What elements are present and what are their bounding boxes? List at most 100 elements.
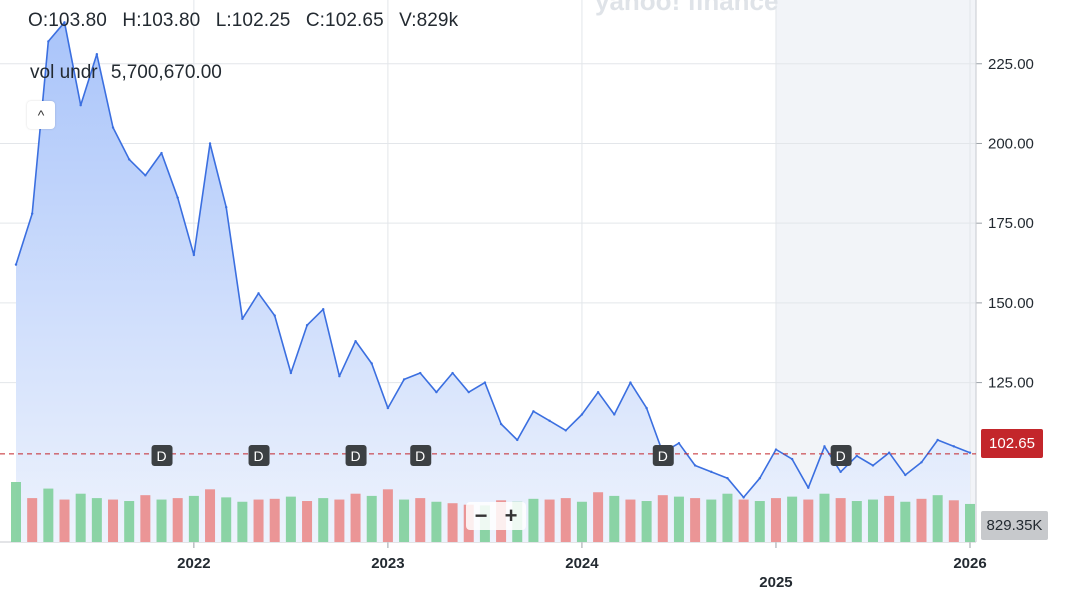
volume-bar	[350, 493, 361, 542]
volume-bar	[108, 499, 119, 542]
volume-bar	[609, 495, 620, 542]
volume-bar	[366, 495, 377, 542]
volume-bar	[334, 499, 345, 542]
price-point	[710, 470, 713, 474]
volume-underlay-readout: vol undr 5,700,670.00	[30, 62, 230, 84]
price-point	[225, 206, 228, 209]
price-point	[677, 441, 681, 445]
dividend-marker-label: D	[658, 448, 668, 464]
volume-bar	[690, 498, 701, 542]
price-point	[144, 174, 147, 177]
y-tick-label: 225.00	[988, 56, 1034, 73]
zoom-out-button[interactable]: −	[474, 503, 488, 528]
volume-underlay-value: 5,700,670.00	[110, 62, 222, 83]
volume-bar	[285, 496, 296, 542]
x-tick-label: 2022	[177, 555, 210, 572]
volume-bar	[253, 499, 264, 542]
open-value: O:103.80	[28, 10, 107, 31]
volume-bar	[382, 489, 393, 542]
price-point	[548, 419, 551, 423]
price-point	[920, 461, 923, 464]
price-point	[338, 375, 341, 378]
price-point	[370, 362, 373, 365]
dividend-marker-label: D	[156, 448, 166, 464]
price-point	[839, 470, 842, 474]
y-tick-label: 125.00	[988, 375, 1034, 392]
volume-value: V:829k	[399, 10, 459, 31]
price-point	[127, 158, 131, 161]
price-point	[160, 151, 163, 155]
price-point	[726, 477, 729, 480]
price-point	[192, 253, 196, 257]
price-point	[968, 451, 972, 454]
volume-bar	[172, 498, 183, 542]
dividend-marker	[410, 445, 432, 466]
collapse-chevron-icon[interactable]: ^	[27, 101, 55, 129]
volume-bar	[576, 501, 587, 542]
volume-bar	[625, 499, 636, 542]
price-point	[887, 451, 891, 454]
volume-bar	[269, 498, 280, 542]
price-point	[273, 314, 276, 317]
dividend-marker	[652, 445, 674, 466]
volume-bar	[544, 499, 555, 542]
price-point	[483, 381, 487, 384]
price-point	[30, 212, 34, 215]
volume-bar	[884, 495, 895, 542]
dividend-marker	[830, 445, 852, 466]
volume-bar	[528, 498, 539, 542]
price-point	[435, 390, 438, 394]
price-point	[63, 21, 66, 24]
price-point	[516, 438, 519, 442]
volume-underlay-name: vol undr	[30, 62, 98, 83]
volume-bar	[948, 500, 959, 542]
volume-bar	[835, 498, 846, 542]
volume-bar	[803, 499, 814, 542]
price-point	[176, 196, 179, 199]
price-point	[758, 477, 761, 480]
volume-bar	[27, 498, 38, 542]
dividend-marker-label: D	[253, 448, 263, 464]
yahoo-finance-watermark: yahoo! finance	[595, 0, 779, 16]
price-point	[580, 413, 584, 416]
price-point	[871, 464, 875, 467]
volume-bar	[722, 493, 733, 542]
price-point	[208, 142, 212, 145]
volume-bar	[673, 496, 684, 542]
volume-bar	[75, 493, 86, 542]
price-point	[936, 438, 939, 442]
volume-bar	[900, 501, 911, 542]
volume-bar	[560, 498, 571, 542]
volume-bar	[867, 499, 878, 542]
price-point	[774, 448, 778, 451]
volume-bar	[657, 495, 668, 542]
price-point	[47, 40, 50, 43]
price-point	[742, 496, 745, 499]
price-point	[596, 390, 600, 394]
price-point	[451, 371, 454, 375]
price-point	[693, 464, 697, 467]
volume-bar	[738, 499, 749, 542]
price-point	[904, 473, 907, 477]
price-point	[499, 422, 503, 426]
price-point	[322, 308, 325, 311]
volume-bar	[431, 501, 442, 542]
volume-bar	[932, 495, 943, 542]
price-point	[79, 104, 82, 107]
price-point	[257, 292, 260, 295]
price-point	[952, 445, 956, 448]
dividend-marker	[248, 445, 270, 466]
price-point	[564, 429, 567, 432]
volume-bar	[851, 501, 862, 542]
y-tick-label: 200.00	[988, 135, 1034, 152]
volume-bar	[754, 501, 765, 542]
dividend-marker	[345, 445, 367, 466]
ohlc-readout: O:103.80 H:103.80 L:102.25 C:102.65 V:82…	[28, 10, 468, 32]
price-point	[467, 390, 470, 394]
zoom-in-button[interactable]: +	[504, 503, 518, 528]
low-value: L:102.25	[215, 10, 291, 31]
volume-bar	[916, 498, 927, 542]
volume-bar	[124, 501, 135, 542]
volume-bar	[318, 498, 329, 542]
